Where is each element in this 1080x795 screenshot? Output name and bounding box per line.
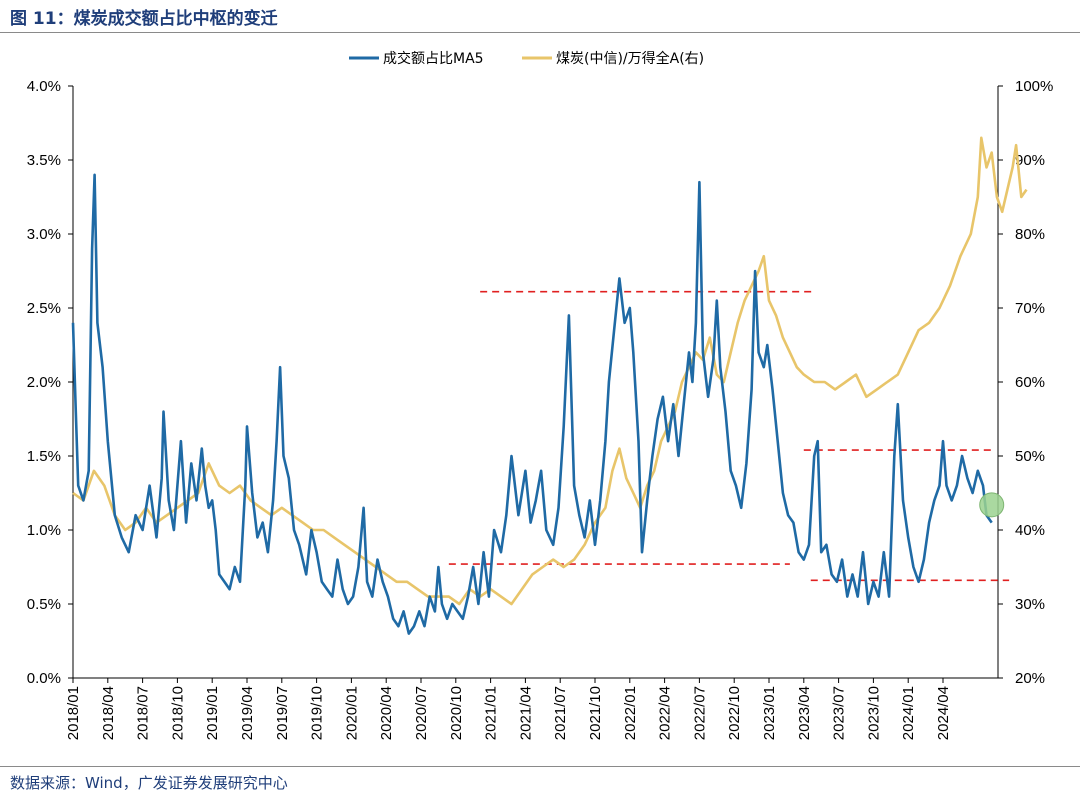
- right-y-tick-label: 60%: [1015, 374, 1045, 391]
- series-line-coal-relative: [72, 136, 1028, 606]
- x-tick-label: 2018/07: [135, 686, 152, 740]
- left-y-tick-label: 2.0%: [27, 374, 61, 391]
- x-tick-label: 2023/04: [796, 686, 813, 740]
- x-tick-label: 2023/01: [761, 686, 778, 740]
- x-tick-label: 2020/01: [343, 686, 360, 740]
- right-y-tick-label: 80%: [1015, 226, 1045, 243]
- series-layer: [71, 136, 1028, 635]
- axes: 0.0% 0.5% 1.0% 1.5% 2.0% 2.5% 3.0% 3.5% 4.0% 20% 3…: [27, 78, 1054, 740]
- left-y-tick-label: 3.0%: [27, 226, 61, 243]
- left-y-tick-label: 2.5%: [27, 300, 61, 317]
- series-line-turnover-ma5: [71, 173, 993, 635]
- left-y-tick-label: 1.5%: [27, 448, 61, 465]
- x-tick-label: 2024/04: [935, 686, 952, 740]
- x-tick-label: 2020/07: [413, 686, 430, 740]
- x-tick-label: 2019/01: [204, 686, 221, 740]
- legend-label: 成交额占比MA5: [383, 50, 484, 67]
- x-tick-label: 2022/10: [726, 686, 743, 740]
- highlight-marker: [979, 492, 1005, 518]
- x-tick-label: 2019/07: [274, 686, 291, 740]
- x-tick-label: 2023/07: [831, 686, 848, 740]
- right-y-tick-label: 70%: [1015, 300, 1045, 317]
- title-divider: [0, 32, 1080, 33]
- x-tick-label: 2020/10: [448, 686, 465, 740]
- source-note: 数据来源：Wind，广发证券发展研究中心: [10, 774, 288, 792]
- x-tick-label: 2018/01: [65, 686, 82, 740]
- figure-title: 图 11：煤炭成交额占比中枢的变迁: [10, 9, 278, 29]
- x-tick-label: 2024/01: [900, 686, 917, 740]
- left-y-tick-label: 1.0%: [27, 522, 61, 539]
- right-y-tick-label: 20%: [1015, 670, 1045, 687]
- left-y-tick-label: 0.5%: [27, 596, 61, 613]
- right-y-tick-label: 30%: [1015, 596, 1045, 613]
- x-tick-label: 2021/01: [483, 686, 500, 740]
- x-tick-label: 2023/10: [865, 686, 882, 740]
- marker-layer: [979, 492, 1005, 518]
- x-tick-label: 2022/07: [691, 686, 708, 740]
- left-y-tick-label: 3.5%: [27, 152, 61, 169]
- footer-divider: [0, 766, 1080, 767]
- legend: 成交额占比MA5 煤炭(中信)/万得全A(右): [349, 50, 704, 67]
- x-tick-label: 2018/10: [169, 686, 186, 740]
- right-y-tick-label: 40%: [1015, 522, 1045, 539]
- x-tick-label: 2021/10: [587, 686, 604, 740]
- x-tick-label: 2021/04: [517, 686, 534, 740]
- x-tick-label: 2022/04: [657, 686, 674, 740]
- x-tick-label: 2019/04: [239, 686, 256, 740]
- right-y-tick-label: 50%: [1015, 448, 1045, 465]
- right-y-tick-label: 100%: [1015, 78, 1053, 95]
- left-y-tick-label: 0.0%: [27, 670, 61, 687]
- left-y-tick-label: 4.0%: [27, 78, 61, 95]
- x-tick-label: 2020/04: [378, 686, 395, 740]
- legend-label: 煤炭(中信)/万得全A(右): [556, 50, 704, 67]
- x-tick-label: 2022/01: [622, 686, 639, 740]
- reference-lines: [448, 290, 1010, 582]
- right-y-tick-label: 90%: [1015, 152, 1045, 169]
- x-tick-label: 2021/07: [552, 686, 569, 740]
- x-tick-label: 2018/04: [100, 686, 117, 740]
- x-tick-label: 2019/10: [309, 686, 326, 740]
- chart: 0.0% 0.5% 1.0% 1.5% 2.0% 2.5% 3.0% 3.5% 4.0% 20% 3…: [27, 50, 1054, 740]
